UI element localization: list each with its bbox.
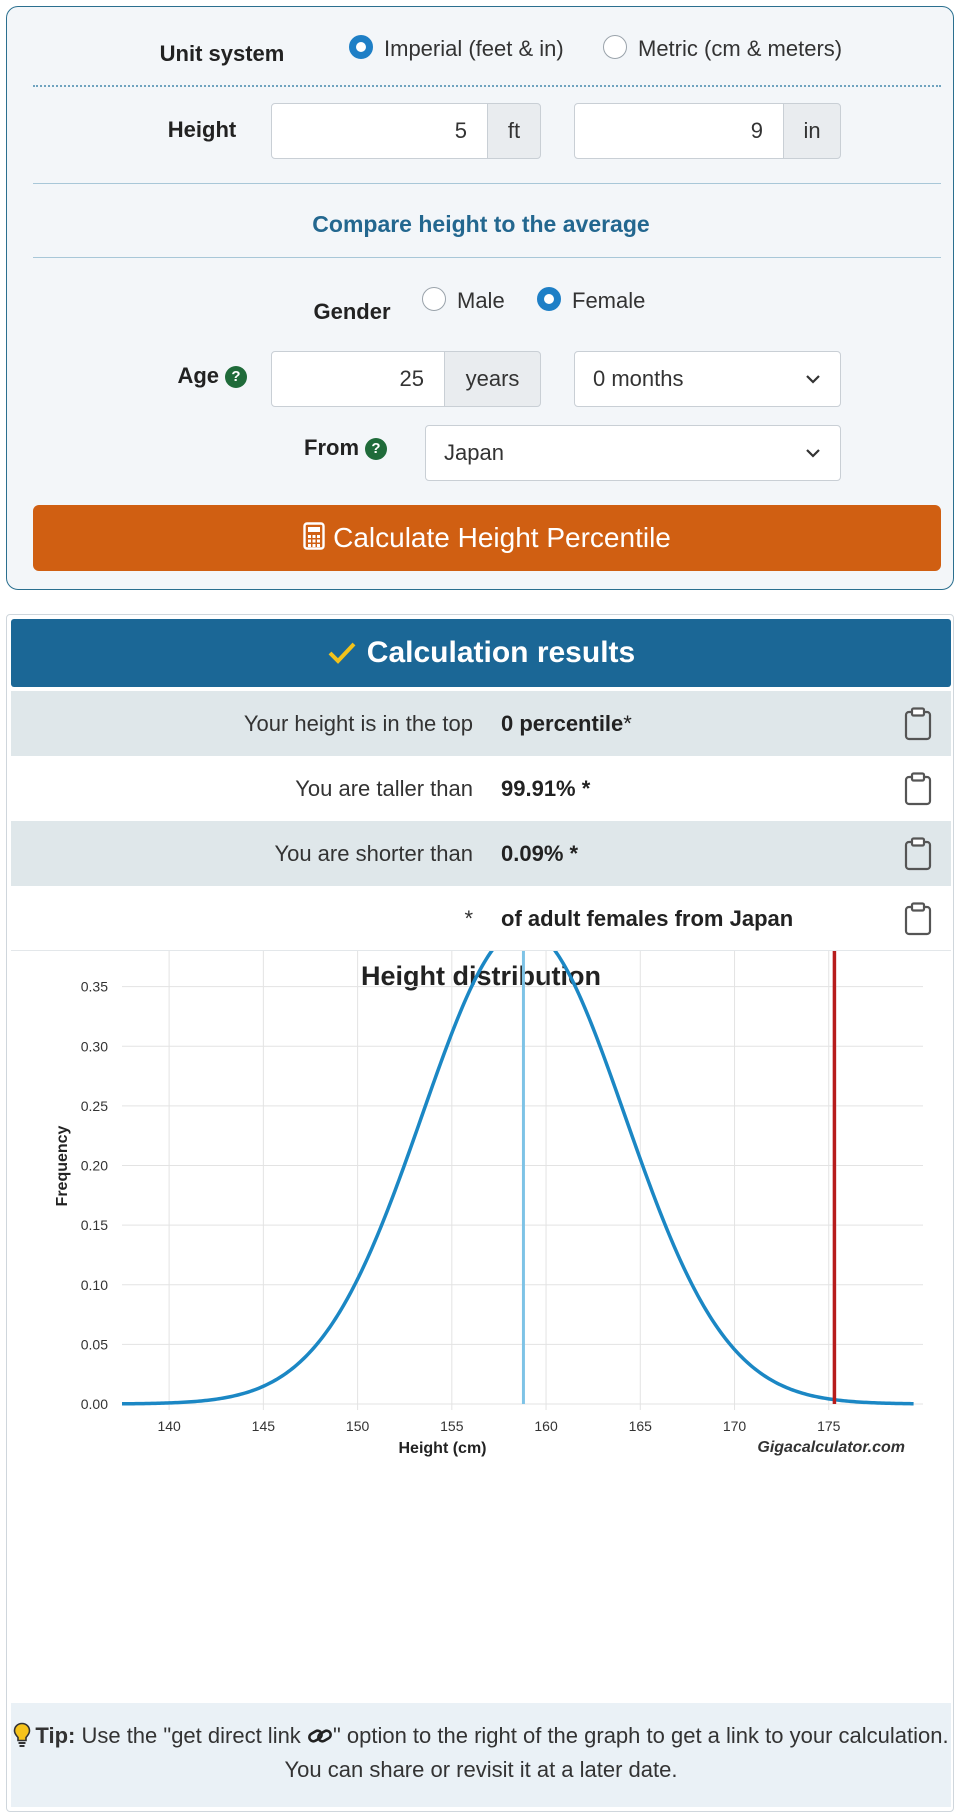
age-years-input[interactable]: 25 [271,351,445,407]
compare-section-title: Compare height to the average [312,211,650,237]
divider [33,257,941,258]
y-tick-label: 0.30 [81,1038,108,1054]
age-label: Age? [127,363,247,389]
clipboard-icon[interactable] [903,707,933,741]
tip-text-before: Use the "get direct link [75,1723,307,1748]
result-value: 99.91% * [501,776,591,801]
x-tick-label: 155 [440,1418,464,1434]
imperial-radio[interactable] [349,35,373,59]
height-distribution-chart: Height distribution Height distributionA… [11,951,951,1711]
metric-radio[interactable] [603,35,627,59]
height-percentile-form: Unit system Imperial (feet & in) Metric … [6,6,954,590]
result-row-top-percentile: Your height is in the top 0 percentile* [11,691,951,756]
result-row-shorter-than: You are shorter than 0.09% * [11,821,951,886]
y-tick-label: 0.05 [81,1336,108,1352]
result-value-suffix: * [623,711,632,736]
y-tick-label: 0.10 [81,1277,108,1293]
result-row-reference-group: * of adult females from Japan [11,886,951,951]
result-value: 0.09% * [501,841,579,866]
gender-label: Gender [313,299,391,324]
divider [33,183,941,184]
metric-radio-label[interactable]: Metric (cm & meters) [638,36,843,61]
from-label-text: From [304,435,359,460]
x-tick-label: 145 [252,1418,276,1434]
clipboard-icon[interactable] [903,772,933,806]
chevron-down-icon [806,449,820,458]
result-label: Your height is in the top [243,711,473,736]
result-row-taller-than: You are taller than 99.91% * [11,756,951,821]
x-axis-title: Height (cm) [399,1440,487,1457]
result-value: of adult females from Japan [501,906,794,931]
chart-canvas: Height distributionAverage heightYour he… [54,951,923,1457]
x-tick-label: 165 [629,1418,653,1434]
result-value-text: 0 percentile [501,711,624,736]
result-label: You are taller than [295,776,473,801]
y-tick-label: 0.25 [81,1098,108,1114]
clipboard-icon[interactable] [903,837,933,871]
country-value: Japan [444,440,504,465]
divider [33,85,941,87]
unit-system-label: Unit system [159,41,285,66]
y-tick-label: 0.20 [81,1158,108,1174]
chevron-down-icon [806,375,820,384]
calculator-icon [303,522,325,550]
height-label: Height [167,117,237,142]
imperial-radio-label[interactable]: Imperial (feet & in) [384,36,564,61]
male-radio-label[interactable]: Male [457,288,505,313]
results-header: Calculation results [11,619,951,687]
height-inches-input[interactable]: 9 [574,103,784,159]
x-tick-label: 140 [157,1418,181,1434]
lightbulb-icon [14,1722,31,1747]
calculate-button[interactable]: Calculate Height Percentile [33,505,941,571]
tip-label: Tip: [35,1723,76,1748]
male-radio[interactable] [422,287,446,311]
feet-unit-addon: ft [487,103,541,159]
country-select[interactable]: Japan [425,425,841,481]
tip-box: Tip: Use the "get direct link " option t… [11,1703,951,1807]
checkmark-icon [328,642,356,664]
x-tick-label: 170 [723,1418,747,1434]
help-icon[interactable]: ? [365,438,387,461]
from-label: From? [247,435,387,461]
x-tick-label: 175 [817,1418,841,1434]
results-title: Calculation results [366,636,636,669]
age-label-text: Age [177,363,219,388]
y-axis-title: Frequency [54,1125,71,1206]
result-label: * [464,906,473,931]
tip-text-after: " option to the right of the graph to ge… [284,1723,949,1782]
years-unit-addon: years [444,351,541,407]
age-months-select[interactable]: 0 months [574,351,841,407]
result-label: You are shorter than [274,841,473,866]
age-months-value: 0 months [593,366,684,391]
help-icon[interactable]: ? [225,366,247,389]
inches-unit-addon: in [783,103,841,159]
y-tick-label: 0.35 [81,979,108,995]
female-radio[interactable] [537,287,561,311]
chart-watermark: Gigacalculator.com [757,1439,905,1456]
link-icon [307,1729,332,1743]
distribution-curve [121,951,914,1406]
calculate-button-label: Calculate Height Percentile [333,522,671,553]
results-panel: Calculation results Your height is in th… [6,614,954,1812]
y-tick-label: 0.15 [81,1217,108,1233]
height-feet-input[interactable]: 5 [271,103,488,159]
x-tick-label: 150 [346,1418,370,1434]
x-tick-label: 160 [534,1418,558,1434]
female-radio-label[interactable]: Female [572,288,646,313]
result-value: 0 percentile* [501,691,632,756]
y-tick-label: 0.00 [81,1396,108,1412]
clipboard-icon[interactable] [903,902,933,936]
